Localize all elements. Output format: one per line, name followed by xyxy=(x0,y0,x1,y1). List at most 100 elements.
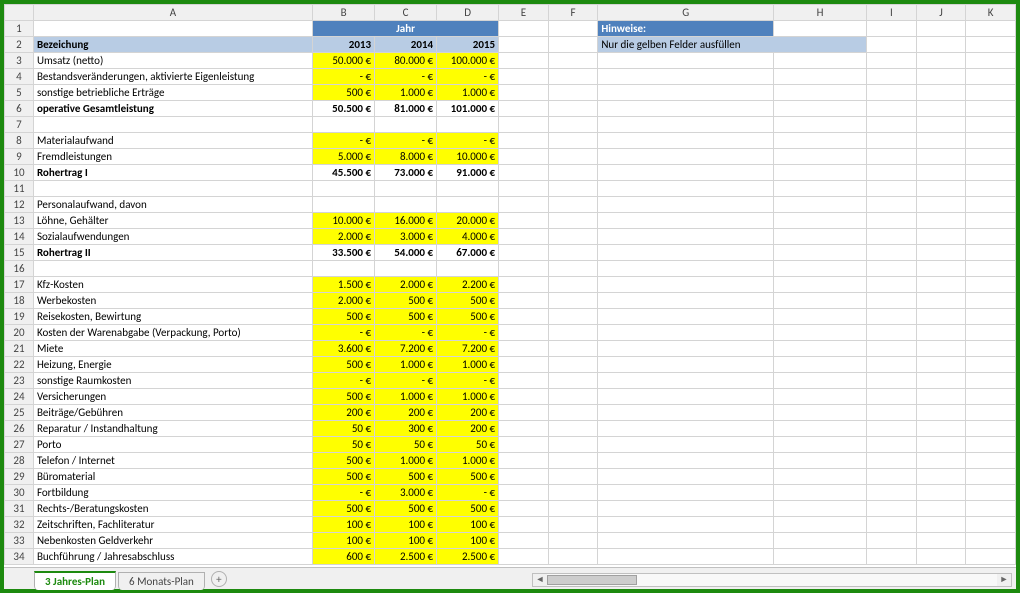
cell[interactable] xyxy=(867,421,917,437)
scroll-right-icon[interactable]: ► xyxy=(997,574,1011,586)
value-cell[interactable]: 54.000 € xyxy=(375,245,437,261)
row-label[interactable]: Reisekosten, Bewirtung xyxy=(33,309,312,325)
row-header-6[interactable]: 6 xyxy=(5,101,34,117)
cell[interactable] xyxy=(499,53,549,69)
cell[interactable] xyxy=(598,197,774,213)
cell[interactable] xyxy=(499,389,549,405)
row-label[interactable]: Rohertrag II xyxy=(33,245,312,261)
value-cell[interactable]: 67.000 € xyxy=(437,245,499,261)
value-cell[interactable]: 500 € xyxy=(313,389,375,405)
cell[interactable] xyxy=(774,197,867,213)
row-header-27[interactable]: 27 xyxy=(5,437,34,453)
cell[interactable] xyxy=(499,405,549,421)
cell[interactable] xyxy=(916,325,966,341)
cell[interactable] xyxy=(916,133,966,149)
row-label[interactable]: Löhne, Gehälter xyxy=(33,213,312,229)
value-cell[interactable] xyxy=(313,197,375,213)
cell[interactable] xyxy=(966,341,1016,357)
cell[interactable] xyxy=(548,245,598,261)
cell[interactable] xyxy=(598,421,774,437)
cell[interactable] xyxy=(499,197,549,213)
cell[interactable] xyxy=(867,37,917,53)
cell[interactable] xyxy=(499,357,549,373)
cell[interactable] xyxy=(867,501,917,517)
value-cell[interactable]: 50.000 € xyxy=(313,53,375,69)
row-header-14[interactable]: 14 xyxy=(5,229,34,245)
value-cell[interactable]: 600 € xyxy=(313,549,375,565)
cell[interactable] xyxy=(966,149,1016,165)
cell[interactable] xyxy=(598,437,774,453)
cell[interactable] xyxy=(598,453,774,469)
cell[interactable] xyxy=(774,277,867,293)
row-label[interactable]: Fremdleistungen xyxy=(33,149,312,165)
value-cell[interactable]: 20.000 € xyxy=(437,213,499,229)
row-label[interactable] xyxy=(33,181,312,197)
row-header-15[interactable]: 15 xyxy=(5,245,34,261)
row-header-1[interactable]: 1 xyxy=(5,21,34,37)
cell[interactable] xyxy=(966,389,1016,405)
cell[interactable] xyxy=(966,117,1016,133)
cell[interactable] xyxy=(916,389,966,405)
cell[interactable] xyxy=(499,277,549,293)
cell[interactable] xyxy=(548,485,598,501)
cell[interactable] xyxy=(548,261,598,277)
row-header-22[interactable]: 22 xyxy=(5,357,34,373)
cell[interactable] xyxy=(548,421,598,437)
value-cell[interactable]: 100.000 € xyxy=(437,53,499,69)
value-cell[interactable]: 2.500 € xyxy=(375,549,437,565)
column-header-H[interactable]: H xyxy=(774,5,867,21)
value-cell[interactable] xyxy=(375,117,437,133)
cell[interactable] xyxy=(966,533,1016,549)
cell[interactable] xyxy=(598,389,774,405)
cell[interactable] xyxy=(598,229,774,245)
value-cell[interactable]: 4.000 € xyxy=(437,229,499,245)
row-header-23[interactable]: 23 xyxy=(5,373,34,389)
value-cell[interactable]: 500 € xyxy=(375,293,437,309)
row-label[interactable]: sonstige Raumkosten xyxy=(33,373,312,389)
value-cell[interactable] xyxy=(437,261,499,277)
row-label[interactable]: Nebenkosten Geldverkehr xyxy=(33,533,312,549)
row-header-25[interactable]: 25 xyxy=(5,405,34,421)
cell[interactable] xyxy=(598,517,774,533)
value-cell[interactable]: 500 € xyxy=(375,469,437,485)
value-cell[interactable]: 200 € xyxy=(437,421,499,437)
row-label[interactable]: Materialaufwand xyxy=(33,133,312,149)
value-cell[interactable]: 8.000 € xyxy=(375,149,437,165)
cell[interactable] xyxy=(499,117,549,133)
cell[interactable] xyxy=(548,85,598,101)
cell[interactable] xyxy=(499,181,549,197)
column-header-B[interactable]: B xyxy=(313,5,375,21)
cell[interactable] xyxy=(867,357,917,373)
row-header-2[interactable]: 2 xyxy=(5,37,34,53)
cell[interactable] xyxy=(966,197,1016,213)
cell[interactable] xyxy=(867,245,917,261)
cell[interactable] xyxy=(966,165,1016,181)
cell[interactable] xyxy=(916,261,966,277)
cell[interactable] xyxy=(867,485,917,501)
value-cell[interactable]: 3.600 € xyxy=(313,341,375,357)
value-cell[interactable]: 100 € xyxy=(313,533,375,549)
cell[interactable] xyxy=(598,149,774,165)
cell[interactable] xyxy=(774,437,867,453)
cell[interactable] xyxy=(499,149,549,165)
sheet-tab-3-jahres-plan[interactable]: 3 Jahres-Plan xyxy=(34,571,116,590)
row-header-34[interactable]: 34 xyxy=(5,549,34,565)
cell[interactable] xyxy=(499,85,549,101)
value-cell[interactable]: - € xyxy=(313,485,375,501)
column-header-E[interactable]: E xyxy=(499,5,549,21)
scroll-thumb[interactable] xyxy=(547,575,637,585)
value-cell[interactable]: 100 € xyxy=(375,517,437,533)
cell[interactable] xyxy=(548,405,598,421)
cell[interactable] xyxy=(774,549,867,565)
cell[interactable] xyxy=(774,229,867,245)
cell[interactable] xyxy=(916,213,966,229)
cell-A1[interactable] xyxy=(33,21,312,37)
row-header-30[interactable]: 30 xyxy=(5,485,34,501)
row-label[interactable]: Zeitschriften, Fachliteratur xyxy=(33,517,312,533)
cell[interactable] xyxy=(499,261,549,277)
cell[interactable] xyxy=(598,325,774,341)
cell[interactable] xyxy=(774,101,867,117)
cell[interactable] xyxy=(499,501,549,517)
cell[interactable] xyxy=(548,437,598,453)
cell[interactable] xyxy=(867,389,917,405)
